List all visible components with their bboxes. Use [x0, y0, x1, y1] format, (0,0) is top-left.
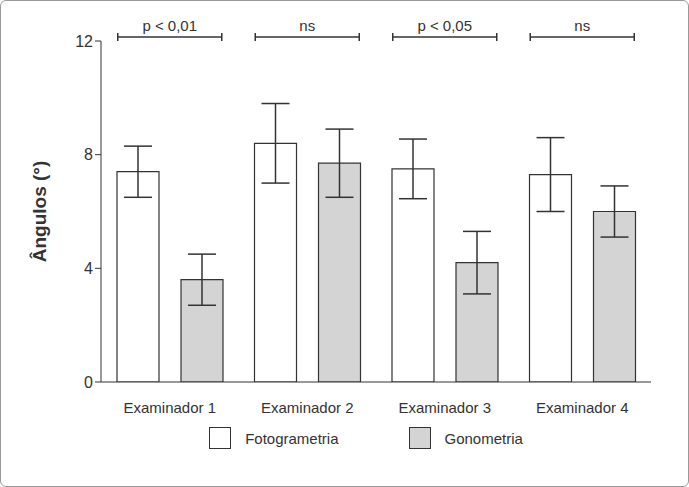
svg-text:Examinador 2: Examinador 2: [261, 399, 354, 416]
svg-text:8: 8: [84, 146, 93, 163]
svg-text:12: 12: [75, 33, 93, 50]
svg-text:Examinador 3: Examinador 3: [398, 399, 491, 416]
svg-text:4: 4: [84, 260, 93, 277]
html-text:Fotogrametria: Fotogrametria: [245, 429, 339, 447]
svg-text:ns: ns: [574, 17, 590, 34]
svg-text:0: 0: [84, 374, 93, 391]
svg-text:Ângulos (°): Ângulos (°): [29, 161, 50, 263]
html-text:Gonometria: Gonometria: [444, 429, 523, 447]
svg-text:Examinador 1: Examinador 1: [123, 399, 216, 416]
svg-text:p < 0,01: p < 0,01: [142, 17, 197, 34]
svg-text:Examinador 4: Examinador 4: [536, 399, 629, 416]
svg-text:ns: ns: [299, 17, 315, 34]
svg-text:p < 0,05: p < 0,05: [417, 17, 472, 34]
